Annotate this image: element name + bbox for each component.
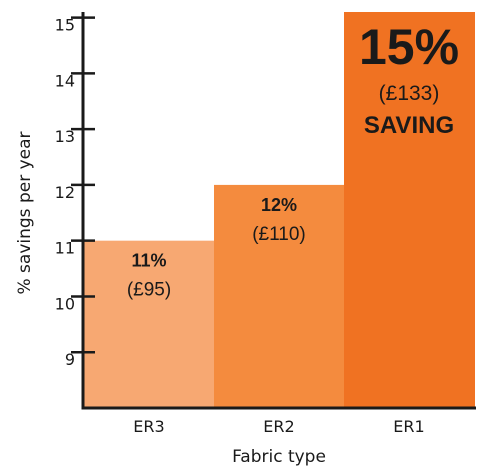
- bar-extra-label-er1: SAVING: [364, 112, 454, 139]
- y-axis-title: % savings per year: [15, 131, 35, 294]
- bar-money-label-er2: (£110): [252, 224, 306, 245]
- y-tick-label: 15: [55, 16, 75, 35]
- x-tick-label-er2: ER2: [263, 417, 294, 436]
- x-axis-title: Fabric type: [232, 447, 326, 467]
- x-tick-label-er3: ER3: [133, 417, 164, 436]
- bar-money-label-er1: (£133): [379, 82, 440, 105]
- y-tick-label: 12: [55, 183, 75, 202]
- y-tick-label: 10: [55, 294, 75, 313]
- x-tick-labels-group: ER3 ER2 ER1: [133, 417, 424, 436]
- y-tick-label: 9: [65, 350, 75, 369]
- x-tick-label-er1: ER1: [393, 417, 424, 436]
- y-tick-label: 11: [55, 239, 75, 258]
- y-tick-label: 14: [55, 71, 75, 90]
- bar-value-label-er3: 11%: [131, 251, 166, 271]
- bar-money-label-er3: (£95): [127, 280, 171, 301]
- bar-value-label-er2: 12%: [261, 195, 297, 215]
- y-tick-label: 13: [55, 127, 75, 146]
- bar-value-label-er1: 15%: [359, 19, 459, 75]
- bar-er2: [214, 185, 345, 408]
